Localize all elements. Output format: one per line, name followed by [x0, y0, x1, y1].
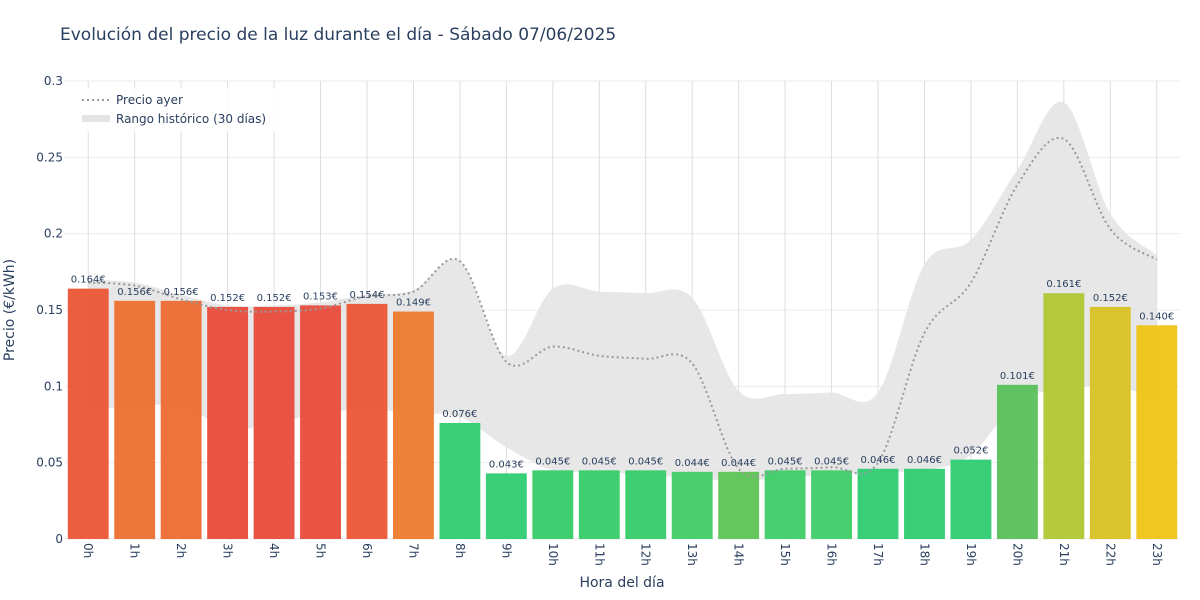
- chart-title: Evolución del precio de la luz durante e…: [60, 25, 616, 45]
- y-tick-label: 0: [55, 532, 63, 546]
- x-tick-label: 1h: [128, 543, 142, 558]
- x-tick-label: 18h: [917, 543, 931, 566]
- bar-3h[interactable]: [207, 306, 249, 539]
- bar-value-label: 0.152€: [210, 293, 245, 304]
- bar-value-label: 0.156€: [117, 287, 152, 298]
- x-axis-title: Hora del día: [579, 575, 664, 591]
- legend-swatch-range: [82, 115, 110, 122]
- bar-0h[interactable]: [67, 288, 109, 539]
- bar-value-label: 0.152€: [257, 293, 292, 304]
- bar-22h[interactable]: [1089, 306, 1131, 539]
- bar-labels: 0.164€ 0.156€ 0.156€ 0.152€ 0.152€ 0.153€ 0.15…: [71, 275, 1175, 471]
- bar-value-label: 0.153€: [303, 291, 338, 302]
- legend-item-yesterday: Precio ayer: [116, 93, 183, 107]
- bar-19h[interactable]: [950, 459, 992, 539]
- x-tick-label: 3h: [221, 543, 235, 558]
- bar-value-label: 0.045€: [814, 456, 849, 467]
- x-tick-label: 20h: [1010, 543, 1024, 566]
- bar-2h[interactable]: [160, 300, 202, 539]
- bar-value-label: 0.156€: [164, 287, 199, 298]
- bar-value-label: 0.152€: [1093, 293, 1128, 304]
- bar-14h[interactable]: [718, 471, 760, 539]
- x-tick-label: 19h: [964, 543, 978, 566]
- x-tick-label: 21h: [1057, 543, 1071, 566]
- x-tick-label: 23h: [1150, 543, 1164, 566]
- x-axis-ticks: 0h 1h 2h 3h 4h 5h 6h 7h 8h 9h 10h 11h 12h 13h 14h 15h 16…: [81, 543, 1164, 566]
- x-tick-label: 14h: [732, 543, 746, 566]
- historical-range-band: [88, 101, 1157, 481]
- x-tick-label: 10h: [546, 543, 560, 566]
- bar-value-label: 0.046€: [861, 455, 896, 466]
- x-tick-label: 6h: [360, 543, 374, 558]
- x-tick-label: 2h: [174, 543, 188, 558]
- bar-5h[interactable]: [300, 305, 341, 539]
- x-tick-label: 22h: [1103, 543, 1117, 566]
- bar-8h[interactable]: [439, 422, 481, 539]
- legend: Precio ayer Rango histórico (30 días): [72, 88, 277, 132]
- x-tick-label: 7h: [406, 543, 420, 558]
- bar-value-label: 0.076€: [442, 409, 477, 420]
- bar-value-label: 0.140€: [1139, 311, 1174, 322]
- legend-background: [72, 88, 277, 132]
- bar-16h[interactable]: [811, 470, 853, 539]
- bar-9h[interactable]: [485, 473, 527, 539]
- bar-value-label: 0.161€: [1046, 279, 1081, 290]
- bar-6h[interactable]: [346, 303, 388, 539]
- bar-value-label: 0.046€: [907, 455, 942, 466]
- y-tick-label: 0.3: [44, 74, 63, 88]
- bar-value-label: 0.164€: [71, 275, 106, 286]
- bar-value-label: 0.044€: [721, 458, 756, 469]
- bar-value-label: 0.045€: [535, 456, 570, 467]
- bar-1h[interactable]: [114, 300, 156, 539]
- y-axis-ticks: 0 0.05 0.1 0.15 0.2 0.25 0.3: [36, 74, 63, 546]
- x-tick-label: 16h: [825, 543, 839, 566]
- bars: [67, 288, 1178, 539]
- bar-23h[interactable]: [1136, 325, 1178, 539]
- x-tick-label: 13h: [685, 543, 699, 566]
- y-tick-label: 0.05: [36, 456, 63, 470]
- bar-value-label: 0.101€: [1000, 371, 1035, 382]
- bar-4h[interactable]: [253, 306, 295, 539]
- bar-value-label: 0.154€: [349, 290, 384, 301]
- x-tick-label: 5h: [314, 543, 328, 558]
- x-tick-label: 12h: [639, 543, 653, 566]
- bar-value-label: 0.045€: [768, 456, 803, 467]
- bar-12h[interactable]: [625, 470, 667, 539]
- bar-value-label: 0.045€: [582, 456, 617, 467]
- y-tick-label: 0.2: [44, 227, 63, 241]
- x-tick-label: 9h: [499, 543, 513, 558]
- bar-17h[interactable]: [857, 468, 899, 539]
- x-tick-label: 17h: [871, 543, 885, 566]
- y-tick-label: 0.25: [36, 150, 63, 164]
- historical-range-area: [88, 101, 1157, 481]
- bar-value-label: 0.044€: [675, 458, 710, 469]
- bar-20h[interactable]: [996, 384, 1038, 539]
- y-axis-title: Precio (€/kWh): [2, 259, 18, 361]
- bar-21h[interactable]: [1043, 293, 1085, 539]
- legend-item-range: Rango histórico (30 días): [116, 112, 266, 126]
- y-tick-label: 0.15: [36, 303, 63, 317]
- bar-13h[interactable]: [671, 471, 713, 539]
- bar-value-label: 0.052€: [953, 446, 988, 457]
- x-tick-label: 8h: [453, 543, 467, 558]
- x-tick-label: 11h: [592, 543, 606, 566]
- bar-value-label: 0.149€: [396, 298, 431, 309]
- bar-10h[interactable]: [532, 470, 574, 539]
- x-tick-label: 15h: [778, 543, 792, 566]
- bar-11h[interactable]: [578, 470, 620, 539]
- y-tick-label: 0.1: [44, 379, 63, 393]
- bar-18h[interactable]: [904, 468, 945, 539]
- bar-15h[interactable]: [764, 470, 806, 539]
- bar-value-label: 0.043€: [489, 459, 524, 470]
- bar-7h[interactable]: [392, 311, 434, 539]
- x-tick-label: 0h: [81, 543, 95, 558]
- x-tick-label: 4h: [267, 543, 281, 558]
- bar-value-label: 0.045€: [628, 456, 663, 467]
